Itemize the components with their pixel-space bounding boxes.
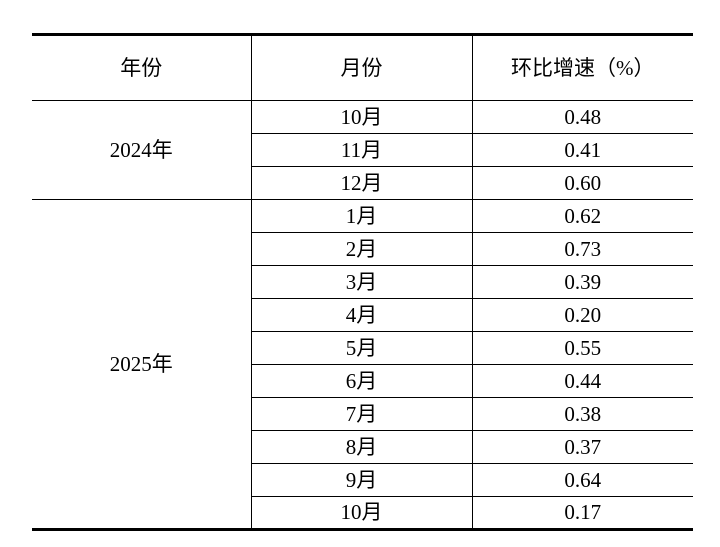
month-cell: 8月 (251, 430, 473, 464)
value-cell: 0.39 (472, 265, 693, 299)
month-cell: 11月 (251, 133, 473, 167)
table-header-row: 年份 月份 环比增速（%） (32, 34, 693, 101)
value-cell: 0.17 (472, 496, 693, 530)
value-cell: 0.73 (472, 232, 693, 266)
header-year: 年份 (32, 34, 252, 101)
table-row: 10月 0.17 (32, 496, 693, 530)
table-row: 12月 0.60 (32, 166, 693, 200)
value-cell: 0.55 (472, 331, 693, 365)
table-row: 4月 0.20 (32, 298, 693, 332)
header-growth: 环比增速（%） (472, 34, 693, 101)
table-row: 2024年 10月 0.48 (32, 100, 693, 200)
table-row: 9月 0.64 (32, 463, 693, 497)
value-cell: 0.38 (472, 397, 693, 431)
header-month: 月份 (251, 34, 473, 101)
value-cell: 0.48 (472, 100, 693, 134)
table-row: 8月 0.37 (32, 430, 693, 464)
table-row: 2月 0.73 (32, 232, 693, 266)
table-row: 7月 0.38 (32, 397, 693, 431)
value-cell: 0.41 (472, 133, 693, 167)
table-row: 3月 0.39 (32, 265, 693, 299)
value-cell: 0.44 (472, 364, 693, 398)
month-cell: 12月 (251, 166, 473, 200)
month-cell: 6月 (251, 364, 473, 398)
month-cell: 3月 (251, 265, 473, 299)
value-cell: 0.37 (472, 430, 693, 464)
month-cell: 4月 (251, 298, 473, 332)
value-cell: 0.62 (472, 199, 693, 233)
month-cell: 1月 (251, 199, 473, 233)
value-cell: 0.20 (472, 298, 693, 332)
month-cell: 7月 (251, 397, 473, 431)
month-cell: 10月 (251, 496, 473, 530)
year-cell-2025: 2025年 (32, 199, 252, 530)
table-row: 6月 0.44 (32, 364, 693, 398)
month-cell: 5月 (251, 331, 473, 365)
month-cell: 10月 (251, 100, 473, 134)
table-row: 5月 0.55 (32, 331, 693, 365)
month-cell: 9月 (251, 463, 473, 497)
value-cell: 0.64 (472, 463, 693, 497)
table-row: 2025年 1月 0.62 (32, 199, 693, 530)
year-cell-2024: 2024年 (32, 100, 252, 200)
month-cell: 2月 (251, 232, 473, 266)
table-row: 11月 0.41 (32, 133, 693, 167)
value-cell: 0.60 (472, 166, 693, 200)
growth-rate-table: 年份 月份 环比增速（%） 2024年 10月 0.48 11月 0.41 12… (32, 33, 693, 531)
